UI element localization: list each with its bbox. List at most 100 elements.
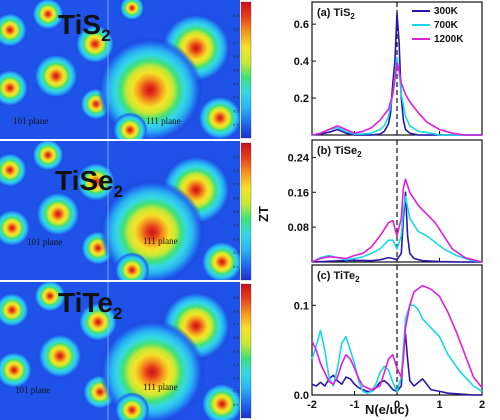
series-line-700K [311, 195, 483, 263]
y-tick-label: 0.4 [294, 56, 310, 68]
right-plane-label: 111 plane [143, 236, 178, 246]
zt-hotspot [33, 282, 67, 313]
zt-hotspot [31, 141, 65, 172]
series-line-1200K [311, 62, 482, 136]
left-plane-label: 101 plane [13, 116, 48, 126]
panel-title: (c) TiTe2 [317, 270, 360, 284]
zt-hotspot [119, 0, 145, 21]
colorbar: 0.1 0.2 0.3 0.4 0.5 0.6 0.7 0.8 0.9 [233, 1, 252, 139]
zt-hotspot [31, 0, 65, 31]
zt-hotspot [0, 292, 30, 328]
panel-title-text: (b) TiSe [317, 145, 357, 157]
panel-title-text: (a) TiS [317, 7, 350, 19]
series-line-1200K [311, 178, 483, 263]
series-line-700K [311, 304, 483, 394]
colorbar-tick-label: 0.7 [233, 322, 239, 327]
y-tick-label: 0.08 [288, 222, 309, 234]
x-tick-label: 1 [436, 399, 442, 411]
panel-title-subscript: 2 [355, 275, 360, 284]
colorbar-tick-label: 0.6 [233, 54, 239, 59]
zt-hotspot [0, 209, 31, 247]
legend-label: 1200K [434, 34, 464, 45]
colorbar-tick-label: 0.9 [233, 295, 239, 300]
colorbar-tick-label: 0.4 [233, 223, 239, 228]
x-tick-label: 2 [479, 399, 485, 411]
zt-hotspot [97, 37, 203, 139]
zt-hotspot [75, 24, 115, 64]
colorbar-tick-label: 0.2 [233, 250, 239, 255]
material-name: TiS [58, 9, 101, 40]
material-label: TiS2 [58, 9, 111, 45]
x-tick-label: -1 [350, 399, 360, 411]
zt-hotspot [0, 69, 29, 107]
series-line-1200K [311, 284, 483, 391]
legend-label: 300K [434, 6, 459, 17]
colorbar-tick-label: 0.2 [233, 108, 239, 113]
colorbar-tick-label: 0.1 [233, 402, 239, 407]
colorbar-tick-label: 0.4 [233, 362, 239, 367]
panel-title: (a) TiS2 [317, 7, 355, 21]
material-subscript: 2 [114, 182, 123, 201]
zt-hotspot [0, 152, 28, 188]
colorbar: 0.1 0.2 0.3 0.4 0.5 0.6 0.7 0.8 0.9 [233, 142, 252, 281]
colorbar: 0.1 0.2 0.3 0.4 0.5 0.6 0.7 0.8 0.9 [233, 283, 252, 419]
map-panel-tis2: TiS2 101 plane 111 plane [0, 0, 240, 139]
map-panel-tite2: TiTe2 101 plane 111 plane [0, 282, 240, 420]
zt-panel-3: 0.00.1-2 -1 0 1 2(c) TiTe2 [294, 264, 485, 411]
zt-hotspot [200, 240, 240, 280]
map-spots [0, 0, 240, 139]
zt-plots: 0.20.40.6(a) TiS2 300K700K1200K0.080.160.… [288, 1, 485, 411]
left-plane-label: 101 plane [15, 385, 50, 395]
colorbar-tick-label: 0.5 [233, 68, 239, 73]
map-spots [0, 141, 240, 280]
colorbar-tick-label: 0.9 [233, 13, 239, 18]
colorbar-scale [240, 1, 252, 139]
material-name: TiTe [58, 287, 113, 318]
colorbar-tick-label: 0.2 [233, 389, 239, 394]
right-plane-label: 111 plane [143, 382, 178, 392]
panel-title: (b) TiSe2 [317, 145, 362, 159]
zt-hotspot [0, 351, 33, 389]
material-label: TiTe2 [58, 287, 122, 323]
colorbar-tick-label: 0.7 [233, 40, 239, 45]
colorbar-tick-label: 0.8 [233, 27, 239, 32]
y-tick-label: 0.6 [294, 19, 309, 31]
left-plane-label: 101 plane [27, 237, 62, 247]
y-tick-label: 0.0 [294, 390, 309, 402]
colorbar-tick-label: 0.3 [233, 95, 239, 100]
zt-panel-2: 0.08 0.16 0.24 (b) TiSe2 [288, 139, 483, 263]
colorbar-tick-label: 0.8 [233, 168, 239, 173]
y-tick-label: 0.24 [288, 152, 310, 164]
colorbar-scale [240, 283, 252, 419]
y-tick-label: 0.1 [294, 300, 309, 312]
colorbar-tick-label: 0.6 [233, 335, 239, 340]
y-tick-label: 0.16 [288, 187, 309, 199]
zt-panel-1: 0.2 0.4 0.6 (a) TiS2 300K 700K 1200K [294, 1, 483, 136]
zt-hotspot [197, 95, 240, 139]
zt-hotspot [0, 12, 28, 48]
series-line-300K [311, 191, 482, 263]
colorbar-tick-label: 0.4 [233, 81, 239, 86]
legend: 300K 700K 1200K [412, 6, 464, 45]
colorbar-group: 0.1 0.2 0.3 0.4 0.5 0.6 0.7 0.8 0.9 0.1 0.2 0.3 0.4 0… [233, 1, 252, 419]
colorbar-tick-label: 0.3 [233, 375, 239, 380]
colorbar-tick-label: 0.6 [233, 195, 239, 200]
x-tick-label: -2 [307, 399, 317, 411]
zt-hotspot [114, 252, 150, 280]
material-name: TiSe [55, 165, 114, 196]
right-plane-label: 111 plane [146, 116, 181, 126]
colorbar-scale [240, 142, 252, 281]
colorbar-tick-label: 0.9 [233, 154, 239, 159]
zt-hotspot [37, 333, 83, 379]
x-tick-label: 0 [394, 399, 400, 411]
panel-title-text: (c) TiTe [317, 270, 355, 282]
colorbar-tick-label: 0.1 [233, 264, 239, 269]
zt-hotspot [35, 191, 81, 237]
map-spots [0, 282, 240, 420]
zt-hotspot [76, 162, 116, 202]
colorbar-tick-label: 0.5 [233, 209, 239, 214]
material-subscript: 2 [101, 26, 110, 45]
y-axis-label: ZT [256, 206, 271, 222]
colorbar-tick-label: 0.7 [233, 182, 239, 187]
